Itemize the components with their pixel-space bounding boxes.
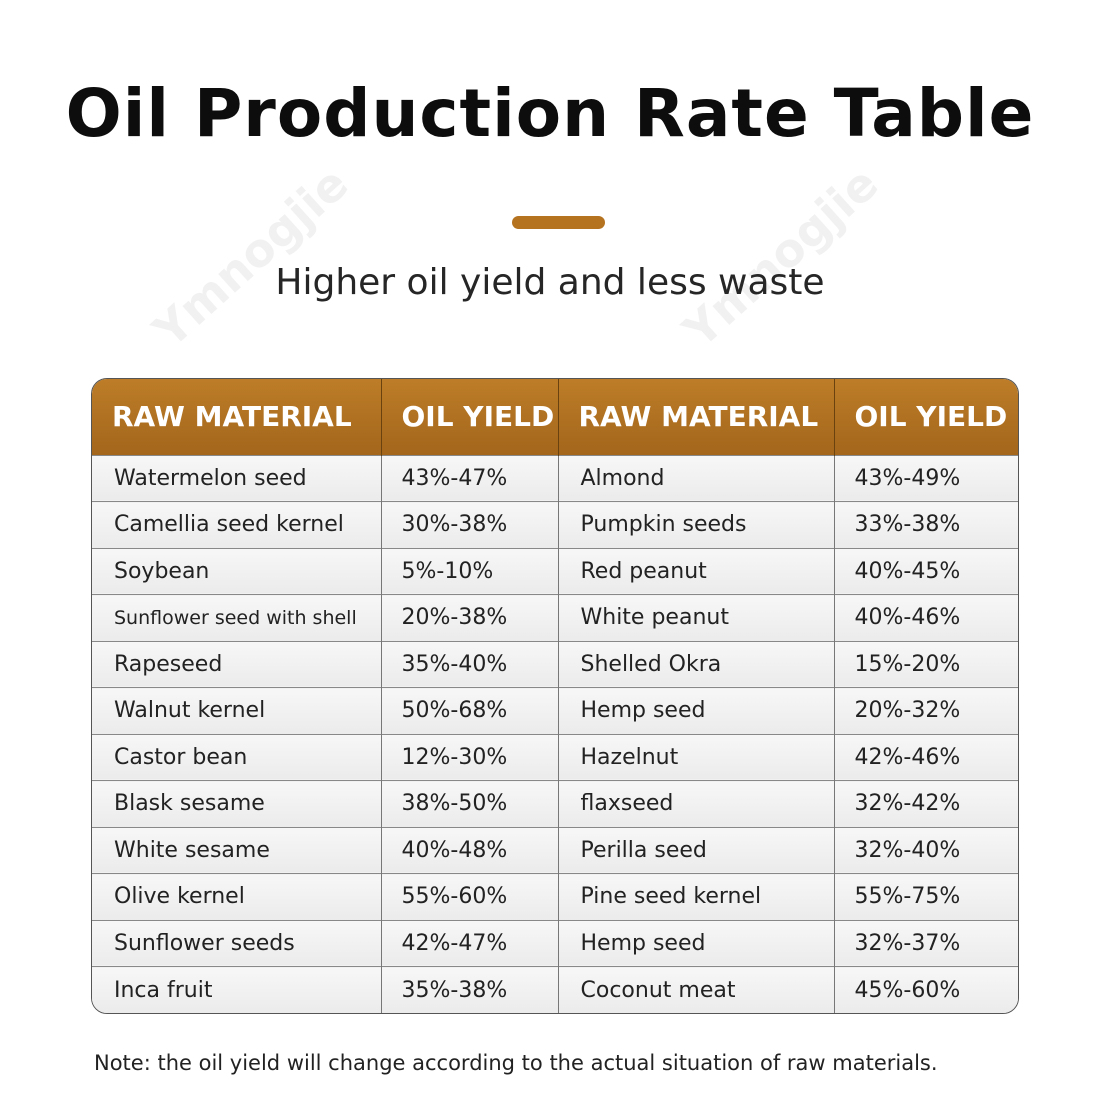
table-row: White sesame 40%-48% Perilla seed 32%-40… bbox=[92, 826, 1018, 874]
material-cell: Rapeseed bbox=[92, 640, 382, 688]
table-row: Olive kernel 55%-60% Pine seed kernel 55… bbox=[92, 873, 1018, 920]
yield-cell: 42%-46% bbox=[834, 733, 1018, 781]
material-cell: White peanut bbox=[558, 594, 835, 641]
watermark: Ymnogjie bbox=[142, 156, 359, 358]
yield-cell: 20%-32% bbox=[834, 687, 1018, 734]
yield-cell: 43%-49% bbox=[834, 454, 1018, 502]
material-cell: Hemp seed bbox=[558, 919, 835, 967]
yield-cell: 43%-47% bbox=[381, 454, 559, 502]
table-row: Sunflower seed with shell 20%-38% White … bbox=[92, 594, 1018, 641]
material-cell: Coconut meat bbox=[558, 966, 835, 1013]
material-cell: Inca fruit bbox=[92, 966, 382, 1013]
table-row: Walnut kernel 50%-68% Hemp seed 20%-32% bbox=[92, 687, 1018, 734]
material-cell: Hemp seed bbox=[558, 687, 835, 734]
material-cell: White sesame bbox=[92, 826, 382, 874]
yield-cell: 33%-38% bbox=[834, 501, 1018, 548]
material-cell: Almond bbox=[558, 454, 835, 502]
yield-cell: 35%-38% bbox=[381, 966, 559, 1013]
yield-cell: 40%-48% bbox=[381, 826, 559, 874]
yield-cell: 45%-60% bbox=[834, 966, 1018, 1013]
material-cell: Castor bean bbox=[92, 733, 382, 781]
yield-cell: 5%-10% bbox=[381, 547, 559, 595]
oil-yield-table: RAW MATERIAL OIL YIELD RAW MATERIAL OIL … bbox=[91, 378, 1019, 1014]
table-row: Camellia seed kernel 30%-38% Pumpkin see… bbox=[92, 501, 1018, 548]
accent-divider bbox=[512, 216, 605, 229]
page-subtitle: Higher oil yield and less waste bbox=[275, 262, 825, 303]
yield-cell: 20%-38% bbox=[381, 594, 559, 641]
material-cell: Watermelon seed bbox=[92, 454, 382, 502]
material-cell: Perilla seed bbox=[558, 826, 835, 874]
material-cell: Pine seed kernel bbox=[558, 873, 835, 920]
table-header-row: RAW MATERIAL OIL YIELD RAW MATERIAL OIL … bbox=[92, 379, 1018, 455]
yield-cell: 15%-20% bbox=[834, 640, 1018, 688]
material-cell: Pumpkin seeds bbox=[558, 501, 835, 548]
header-oil-yield: OIL YIELD bbox=[381, 379, 559, 455]
material-cell: Olive kernel bbox=[92, 873, 382, 920]
yield-cell: 55%-75% bbox=[834, 873, 1018, 920]
yield-cell: 50%-68% bbox=[381, 687, 559, 734]
yield-cell: 42%-47% bbox=[381, 919, 559, 967]
table-row: Sunflower seeds 42%-47% Hemp seed 32%-37… bbox=[92, 919, 1018, 967]
yield-cell: 40%-45% bbox=[834, 547, 1018, 595]
table-row: Watermelon seed 43%-47% Almond 43%-49% bbox=[92, 454, 1018, 502]
material-cell: Red peanut bbox=[558, 547, 835, 595]
table-row: Blask sesame 38%-50% flaxseed 32%-42% bbox=[92, 780, 1018, 827]
watermark: Ymnogjie bbox=[672, 156, 889, 358]
table-row: Castor bean 12%-30% Hazelnut 42%-46% bbox=[92, 733, 1018, 781]
header-raw-material: RAW MATERIAL bbox=[92, 379, 382, 455]
material-cell: Sunflower seeds bbox=[92, 919, 382, 967]
yield-cell: 32%-37% bbox=[834, 919, 1018, 967]
material-cell: flaxseed bbox=[558, 780, 835, 827]
footnote: Note: the oil yield will change accordin… bbox=[94, 1051, 938, 1075]
page-title: Oil Production Rate Table bbox=[65, 75, 1035, 152]
yield-cell: 12%-30% bbox=[381, 733, 559, 781]
header-raw-material: RAW MATERIAL bbox=[558, 379, 835, 455]
table-row: Inca fruit 35%-38% Coconut meat 45%-60% bbox=[92, 966, 1018, 1013]
yield-cell: 40%-46% bbox=[834, 594, 1018, 641]
yield-cell: 32%-40% bbox=[834, 826, 1018, 874]
material-cell: Walnut kernel bbox=[92, 687, 382, 734]
yield-cell: 35%-40% bbox=[381, 640, 559, 688]
yield-cell: 38%-50% bbox=[381, 780, 559, 827]
table-row: Rapeseed 35%-40% Shelled Okra 15%-20% bbox=[92, 640, 1018, 688]
material-cell: Sunflower seed with shell bbox=[92, 594, 382, 641]
material-cell: Hazelnut bbox=[558, 733, 835, 781]
yield-cell: 30%-38% bbox=[381, 501, 559, 548]
material-cell: Blask sesame bbox=[92, 780, 382, 827]
material-cell: Camellia seed kernel bbox=[92, 501, 382, 548]
yield-cell: 55%-60% bbox=[381, 873, 559, 920]
header-oil-yield: OIL YIELD bbox=[834, 379, 1018, 455]
material-cell: Soybean bbox=[92, 547, 382, 595]
material-cell: Shelled Okra bbox=[558, 640, 835, 688]
table-row: Soybean 5%-10% Red peanut 40%-45% bbox=[92, 547, 1018, 595]
yield-cell: 32%-42% bbox=[834, 780, 1018, 827]
